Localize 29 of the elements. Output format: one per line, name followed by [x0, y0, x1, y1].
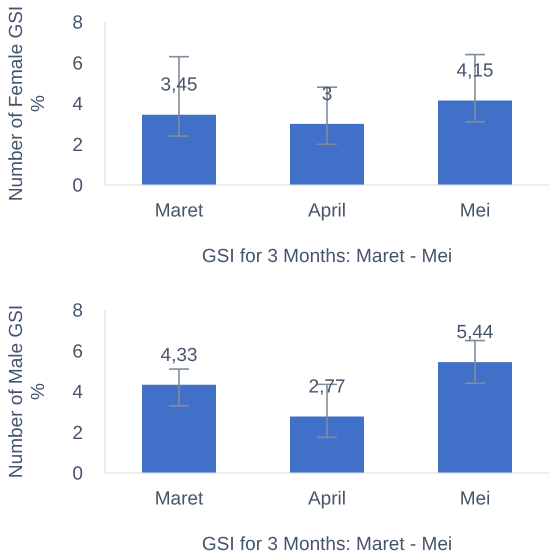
x-axis-title: GSI for 3 Months: Maret - Mei — [202, 534, 452, 555]
y-axis-title: Number of Male GSI % — [6, 304, 49, 478]
y-tick-label: 0 — [72, 176, 83, 197]
x-tick-label: Mei — [460, 488, 490, 510]
y-tick-label: 2 — [72, 422, 83, 444]
bar — [438, 362, 512, 473]
x-axis-title: GSI for 3 Months: Maret - Mei — [202, 246, 452, 267]
x-tick-label: Mei — [460, 200, 490, 222]
y-tick-label: 8 — [72, 300, 83, 322]
data-label: 4,33 — [160, 344, 198, 366]
y-tick-label: 4 — [72, 94, 84, 116]
y-axis-title: Number of Female GSI % — [6, 6, 49, 202]
bar — [142, 114, 216, 185]
x-tick-label: April — [308, 488, 346, 510]
bar — [290, 416, 364, 473]
y-tick-label: 4 — [72, 382, 84, 404]
data-label: 2,77 — [308, 376, 346, 398]
y-tick-label: 8 — [72, 12, 83, 34]
y-tick-label: 6 — [72, 341, 83, 362]
y-tick-label: 6 — [72, 53, 83, 74]
bar — [142, 384, 216, 473]
bar — [290, 124, 364, 185]
bar — [438, 100, 512, 185]
data-label: 5,44 — [456, 322, 494, 344]
y-tick-label: 0 — [72, 464, 83, 485]
x-tick-label: Maret — [154, 488, 204, 510]
x-tick-label: Maret — [154, 200, 204, 222]
y-tick-label: 2 — [72, 134, 83, 156]
x-tick-label: April — [308, 200, 346, 222]
